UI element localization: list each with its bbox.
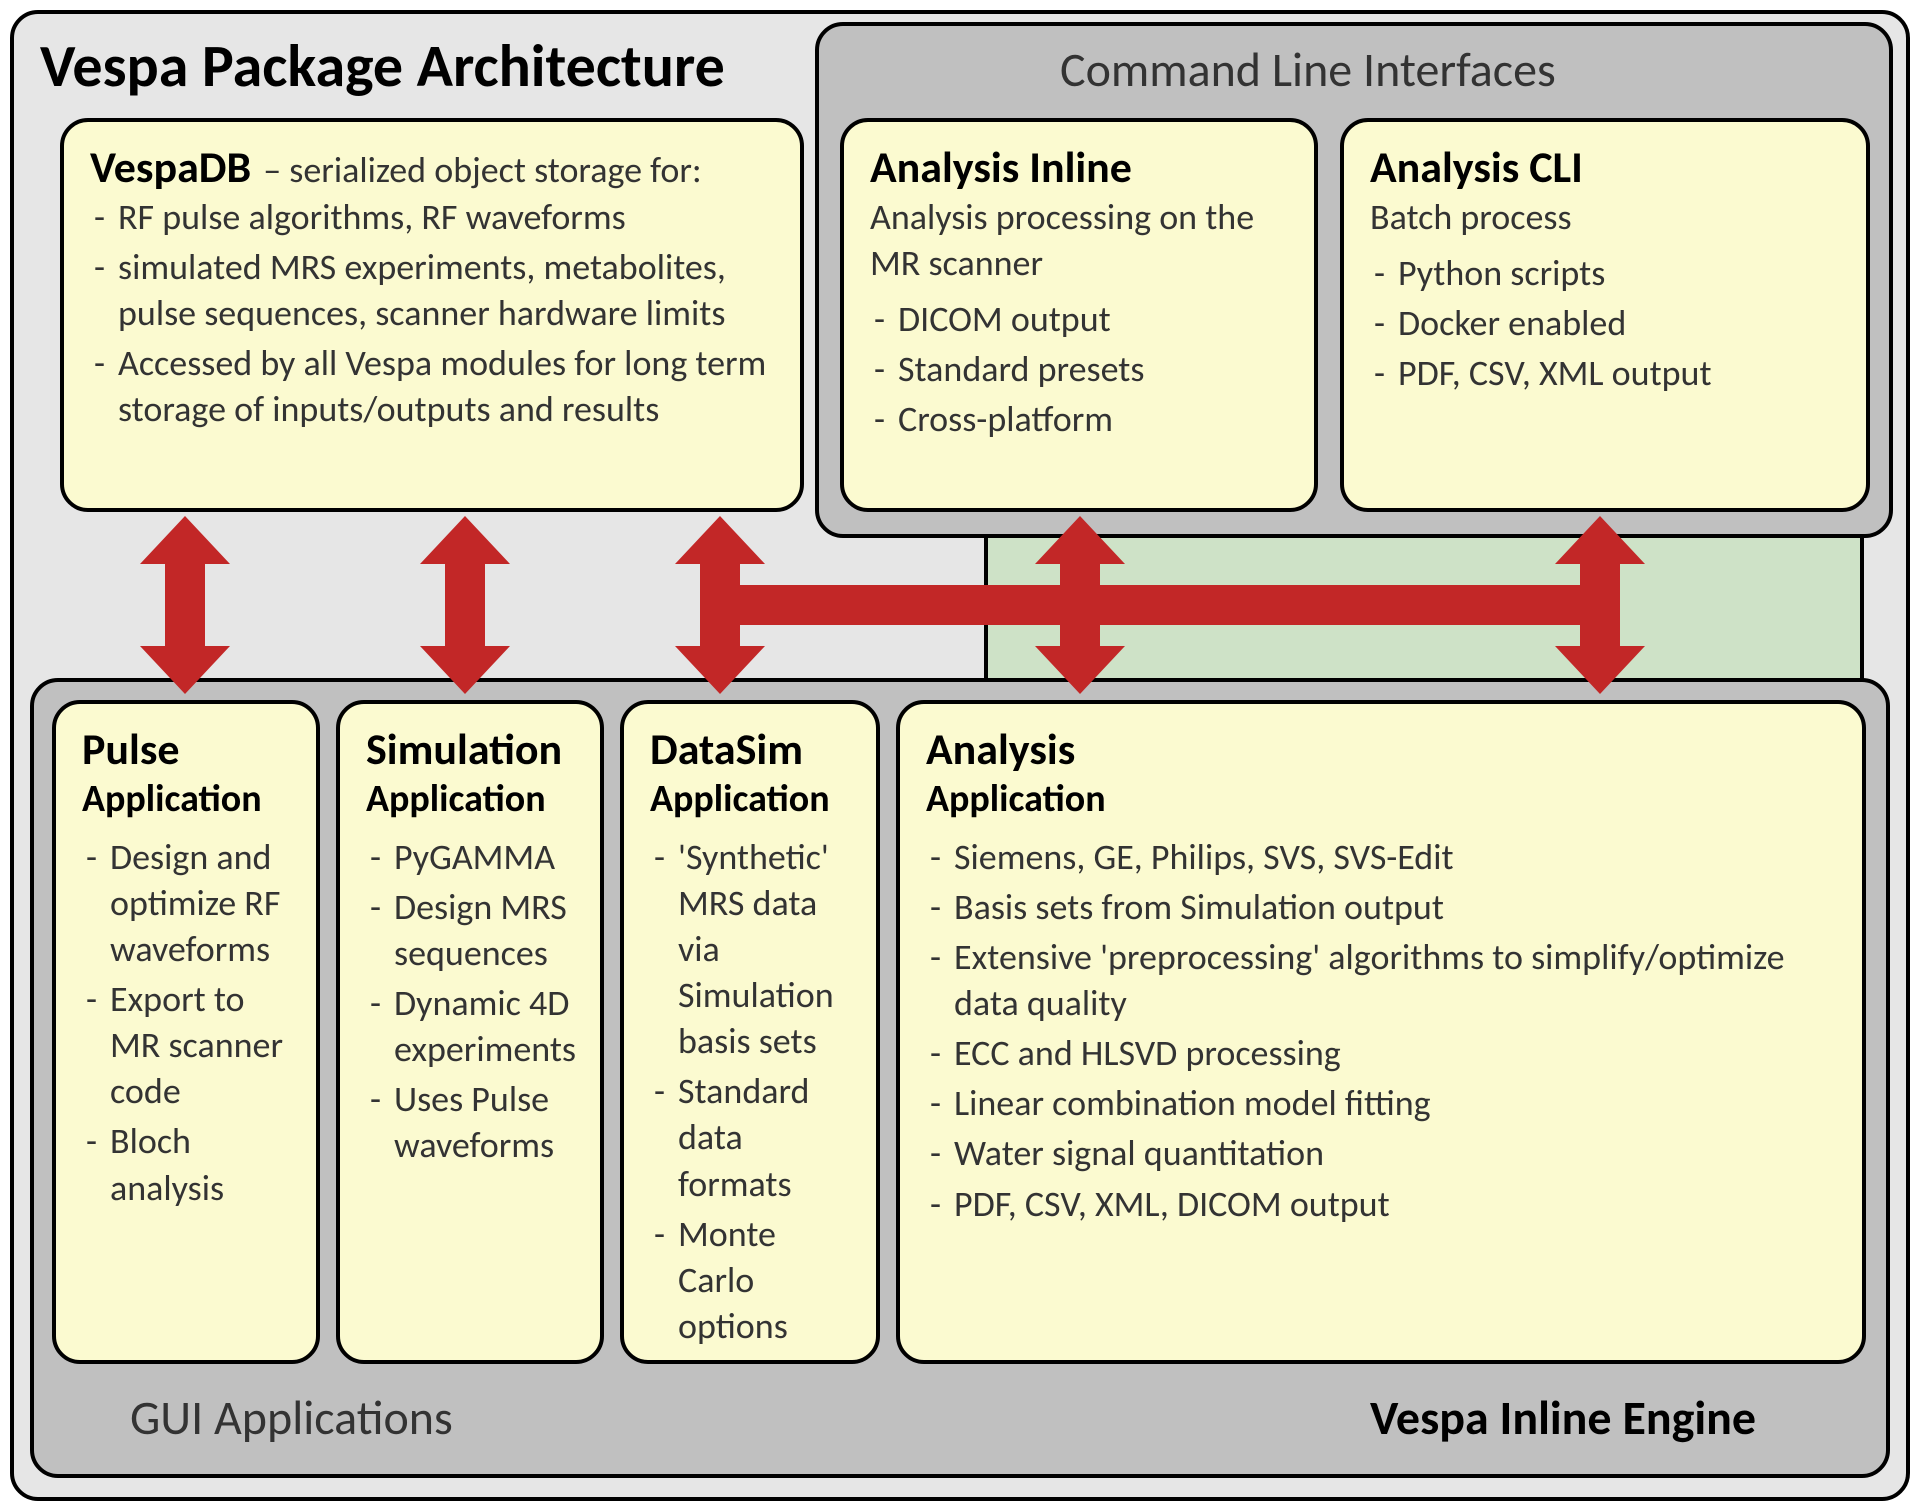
- main-title: Vespa Package Architecture: [40, 30, 725, 103]
- analysis-app-card: AnalysisApplication Siemens, GE, Philips,…: [896, 700, 1866, 1364]
- datasim-card-list: 'Synthetic' MRS data via Simulation basi…: [650, 834, 850, 1349]
- analysis-app-card-item: ECC and HLSVD processing: [954, 1030, 1836, 1076]
- analysis-cli-card: Analysis CLIBatch process Python scriptsD…: [1340, 118, 1870, 512]
- vespadb-card-item: Accessed by all Vespa modules for long t…: [118, 340, 774, 432]
- simulation-card-list: PyGAMMADesign MRS sequencesDynamic 4D ex…: [366, 834, 574, 1169]
- pulse-card-list: Design and optimize RF waveformsExport t…: [82, 834, 290, 1211]
- datasim-card-subtitle: Application: [650, 776, 850, 822]
- analysis-app-card-title: Analysis: [926, 722, 1075, 776]
- engine-region-title: Vespa Inline Engine: [1370, 1388, 1756, 1447]
- analysis-inline-card-item: Standard presets: [898, 346, 1288, 392]
- analysis-cli-card-item: PDF, CSV, XML output: [1398, 350, 1840, 396]
- analysis-app-card-item: Siemens, GE, Philips, SVS, SVS-Edit: [954, 834, 1836, 880]
- simulation-card-item: Uses Pulse waveforms: [394, 1076, 574, 1168]
- pulse-card-subtitle: Application: [82, 776, 290, 822]
- cli-region-title: Command Line Interfaces: [1060, 40, 1556, 99]
- analysis-app-card-item: Water signal quantitation: [954, 1130, 1836, 1176]
- analysis-inline-card-title: Analysis Inline: [870, 140, 1132, 194]
- analysis-cli-card-item: Docker enabled: [1398, 300, 1840, 346]
- analysis-cli-card-list: Python scriptsDocker enabledPDF, CSV, XM…: [1370, 250, 1840, 396]
- datasim-card-item: Monte Carlo options: [678, 1211, 850, 1349]
- vespadb-card-item: simulated MRS experiments, metabolites, …: [118, 244, 774, 336]
- analysis-cli-card-desc: Batch process: [1370, 194, 1840, 240]
- analysis-app-card-list: Siemens, GE, Philips, SVS, SVS-EditBasis…: [926, 834, 1836, 1227]
- analysis-inline-card-desc: Analysis processing on the MR scanner: [870, 194, 1288, 286]
- analysis-app-card-item: Extensive 'preprocessing' algorithms to …: [954, 934, 1836, 1026]
- simulation-card-item: Design MRS sequences: [394, 884, 574, 976]
- analysis-app-card-item: Linear combination model fitting: [954, 1080, 1836, 1126]
- simulation-card: SimulationApplication PyGAMMADesign MRS s…: [336, 700, 604, 1364]
- pulse-card: PulseApplication Design and optimize RF w…: [52, 700, 320, 1364]
- simulation-card-subtitle: Application: [366, 776, 574, 822]
- analysis-inline-card-item: DICOM output: [898, 296, 1288, 342]
- vespadb-card-item: RF pulse algorithms, RF waveforms: [118, 194, 774, 240]
- analysis-app-card-subtitle: Application: [926, 776, 1836, 822]
- analysis-app-card-item: PDF, CSV, XML, DICOM output: [954, 1181, 1836, 1227]
- datasim-card-item: 'Synthetic' MRS data via Simulation basi…: [678, 834, 850, 1064]
- simulation-card-title: Simulation: [366, 722, 562, 776]
- analysis-cli-card-title: Analysis CLI: [1370, 140, 1583, 194]
- analysis-inline-card: Analysis InlineAnalysis processing on th…: [840, 118, 1318, 512]
- pulse-card-item: Design and optimize RF waveforms: [110, 834, 290, 972]
- analysis-cli-card-item: Python scripts: [1398, 250, 1840, 296]
- pulse-card-item: Export to MR scanner code: [110, 976, 290, 1114]
- datasim-card-item: Standard data formats: [678, 1068, 850, 1206]
- vespadb-card-list: RF pulse algorithms, RF waveformssimulat…: [90, 194, 774, 432]
- gui-region-title: GUI Applications: [130, 1388, 453, 1447]
- datasim-card: DataSimApplication 'Synthetic' MRS data v…: [620, 700, 880, 1364]
- vespadb-card-title: VespaDB: [90, 140, 251, 194]
- vespadb-card: VespaDB – serialized object storage for:R…: [60, 118, 804, 512]
- datasim-card-title: DataSim: [650, 722, 803, 776]
- analysis-app-card-item: Basis sets from Simulation output: [954, 884, 1836, 930]
- vespadb-card-subtitle: – serialized object storage for:: [263, 148, 701, 192]
- pulse-card-item: Bloch analysis: [110, 1118, 290, 1210]
- simulation-card-item: PyGAMMA: [394, 834, 574, 880]
- simulation-card-item: Dynamic 4D experiments: [394, 980, 574, 1072]
- analysis-inline-card-item: Cross-platform: [898, 396, 1288, 442]
- analysis-inline-card-list: DICOM outputStandard presetsCross-platfo…: [870, 296, 1288, 442]
- pulse-card-title: Pulse: [82, 722, 180, 776]
